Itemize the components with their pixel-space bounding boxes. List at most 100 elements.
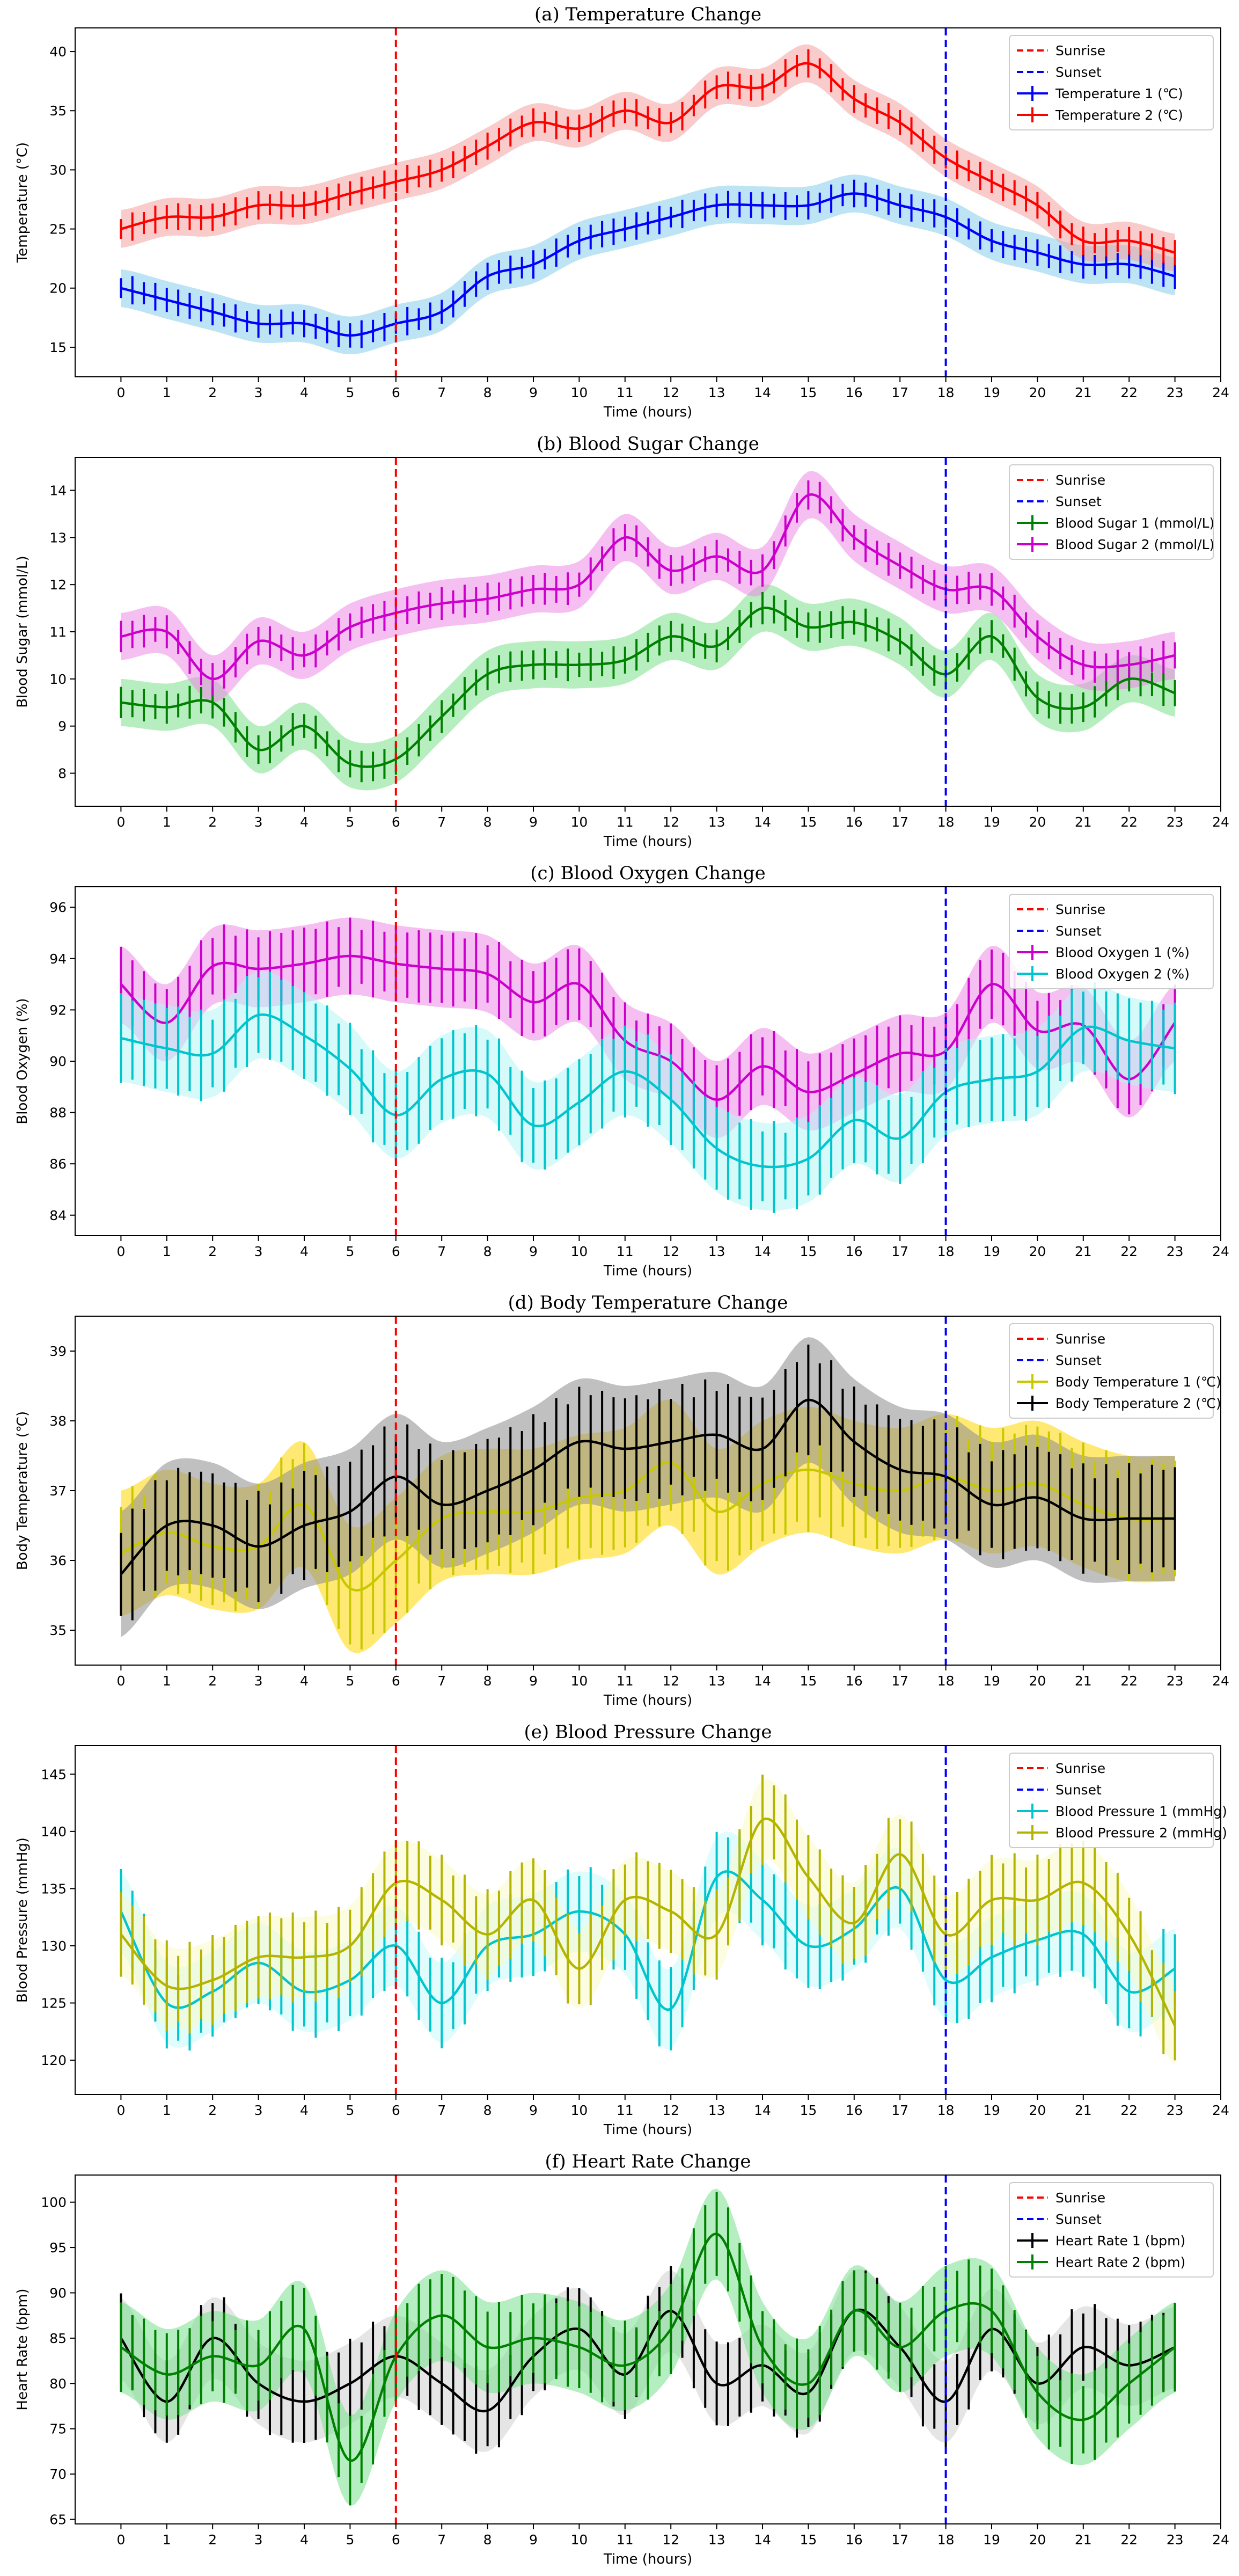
y-tick-label: 15	[49, 340, 67, 355]
legend: Sunrise Sunset Blood Sugar 1 (mmol/L) Blood…	[1009, 464, 1214, 560]
legend-label: Sunrise	[1055, 43, 1105, 59]
x-tick-label: 12	[662, 1673, 679, 1689]
x-tick-label: 6	[392, 814, 400, 830]
x-tick-label: 10	[570, 2532, 588, 2548]
x-tick-label: 16	[846, 385, 863, 400]
x-tick-label: 18	[937, 2103, 955, 2118]
x-tick-label: 4	[300, 814, 309, 830]
legend: Sunrise Sunset Body Temperature 1 (℃) Body …	[1009, 1323, 1221, 1419]
x-tick-label: 15	[800, 814, 817, 830]
x-axis-label: Time (hours)	[603, 1692, 692, 1709]
x-tick-label: 23	[1167, 2103, 1184, 2118]
x-tick-label: 16	[846, 814, 863, 830]
legend-label: Temperature 1 (℃)	[1055, 86, 1183, 101]
y-tick-label: 37	[49, 1483, 67, 1499]
legend-item: Sunset	[1017, 923, 1102, 939]
y-tick-label: 85	[49, 2331, 67, 2346]
y-tick-label: 84	[49, 1208, 67, 1223]
x-tick-label: 3	[254, 2103, 263, 2118]
legend-item: Sunrise	[1017, 2190, 1105, 2206]
x-tick-label: 13	[708, 385, 725, 400]
x-tick-label: 17	[891, 385, 908, 400]
x-tick-label: 22	[1120, 1673, 1138, 1689]
x-tick-label: 4	[300, 2103, 309, 2118]
x-tick-label: 24	[1212, 814, 1229, 830]
x-tick-label: 20	[1029, 1244, 1046, 1259]
legend-item: Sunrise	[1017, 902, 1105, 917]
y-axis-label: Blood Sugar (mmol/L)	[14, 556, 31, 707]
legend-item: Sunset	[1017, 1353, 1102, 1368]
plot-area	[120, 1746, 1176, 2095]
axes-frame	[75, 2174, 1221, 2524]
x-tick-label: 22	[1120, 1244, 1138, 1259]
y-tick-label: 120	[41, 2053, 67, 2068]
x-tick-label: 11	[617, 2103, 634, 2118]
legend-label: Blood Sugar 1 (mmol/L)	[1055, 515, 1214, 531]
x-tick-label: 11	[617, 385, 634, 400]
x-tick-label: 4	[300, 1244, 309, 1259]
axes-frame	[75, 1745, 1221, 2095]
x-tick-label: 14	[754, 385, 771, 400]
x-tick-label: 15	[800, 1673, 817, 1689]
y-tick-label: 25	[49, 222, 67, 237]
x-tick-label: 11	[617, 2532, 634, 2548]
x-tick-label: 6	[392, 385, 400, 400]
x-tick-label: 17	[891, 1673, 908, 1689]
legend-item: Blood Pressure 2 (mmHg)	[1017, 1825, 1227, 1841]
x-tick-label: 2	[208, 1673, 217, 1689]
series-line	[120, 1818, 1176, 2027]
y-tick-label: 75	[49, 2421, 67, 2437]
x-tick-label: 1	[163, 2103, 171, 2118]
x-tick-label: 13	[708, 814, 725, 830]
legend-item: Sunrise	[1017, 472, 1105, 488]
x-tick-label: 2	[208, 2103, 217, 2118]
x-tick-label: 3	[254, 385, 263, 400]
legend: Sunrise Sunset Temperature 1 (℃) Temperatur…	[1009, 35, 1214, 130]
legend-label: Sunset	[1055, 2212, 1102, 2227]
y-tick-label: 12	[49, 577, 67, 593]
x-tick-label: 6	[392, 2532, 400, 2548]
x-tick-label: 11	[617, 1244, 634, 1259]
legend-label: Sunrise	[1055, 2190, 1105, 2206]
x-tick-label: 2	[208, 385, 217, 400]
legend-label: Sunrise	[1055, 902, 1105, 917]
x-tick-label: 12	[662, 385, 679, 400]
x-tick-label: 9	[529, 1673, 538, 1689]
legend-label: Blood Pressure 2 (mmHg)	[1055, 1825, 1227, 1841]
y-tick-label: 14	[49, 483, 67, 498]
x-tick-label: 7	[437, 1673, 446, 1689]
x-tick-label: 13	[708, 2103, 725, 2118]
x-tick-label: 4	[300, 385, 309, 400]
x-tick-label: 21	[1075, 385, 1092, 400]
y-tick-label: 94	[49, 951, 67, 967]
x-tick-label: 18	[937, 814, 955, 830]
x-tick-label: 24	[1212, 2532, 1229, 2548]
x-tick-label: 13	[708, 1673, 725, 1689]
legend-item: Sunrise	[1017, 1761, 1105, 1776]
chart-title: (f) Heart Rate Change	[545, 2151, 751, 2172]
series-line	[121, 493, 1176, 681]
x-tick-label: 14	[754, 1673, 771, 1689]
x-tick-label: 8	[483, 1244, 492, 1259]
x-tick-label: 21	[1075, 814, 1092, 830]
x-tick-label: 7	[437, 1244, 446, 1259]
x-tick-label: 16	[846, 1673, 863, 1689]
y-tick-label: 39	[49, 1344, 67, 1359]
x-tick-label: 16	[846, 2103, 863, 2118]
legend-item: Blood Oxygen 1 (%)	[1017, 945, 1190, 960]
x-tick-label: 10	[570, 1673, 588, 1689]
x-tick-label: 9	[529, 385, 538, 400]
x-tick-label: 17	[891, 1244, 908, 1259]
x-tick-label: 14	[754, 814, 771, 830]
x-tick-label: 12	[662, 1244, 679, 1259]
y-tick-label: 130	[41, 1938, 67, 1954]
x-tick-label: 24	[1212, 2103, 1229, 2118]
x-tick-label: 9	[529, 1244, 538, 1259]
legend-item: Sunset	[1017, 494, 1102, 509]
x-tick-label: 18	[937, 385, 955, 400]
legend-item: Sunrise	[1017, 1331, 1105, 1347]
